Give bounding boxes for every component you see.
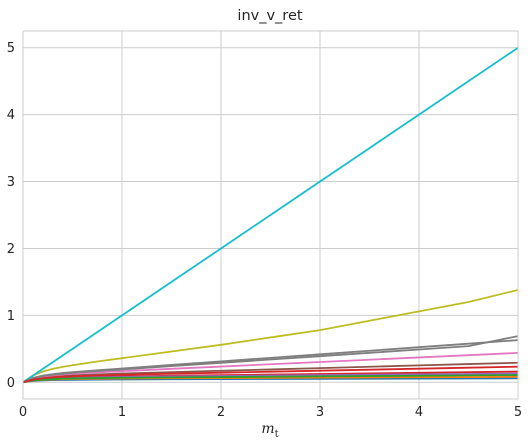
y-axis-ticks: 0 1 2 3 4 5 [7, 41, 15, 391]
x-tick-label: 0 [19, 405, 27, 420]
x-axis-label-subscript: t [275, 429, 279, 440]
plot-frame [22, 30, 519, 400]
x-tick-label: 3 [316, 405, 324, 420]
y-tick-label: 3 [7, 175, 15, 190]
series-line-11 [22, 335, 519, 384]
x-tick-label: 2 [217, 405, 225, 420]
series-layer [22, 46, 519, 384]
y-tick-label: 4 [7, 108, 15, 123]
series-line-12 [22, 374, 519, 384]
y-tick-label: 2 [7, 242, 15, 257]
x-axis-label: mt [261, 421, 278, 440]
y-tick-label: 0 [7, 376, 15, 391]
grid [22, 31, 519, 399]
series-line-9 [22, 289, 519, 384]
x-tick-label: 1 [118, 405, 126, 420]
y-tick-label: 5 [7, 41, 15, 56]
x-axis-label-main: m [261, 421, 274, 437]
series-line-13 [22, 365, 519, 384]
x-tick-label: 5 [514, 405, 522, 420]
y-tick-label: 1 [7, 309, 15, 324]
x-axis-ticks: 0 1 2 3 4 5 [19, 405, 522, 420]
series-line-10 [22, 46, 519, 384]
chart-title: inv_v_ret [237, 8, 302, 24]
x-tick-label: 4 [415, 405, 423, 420]
